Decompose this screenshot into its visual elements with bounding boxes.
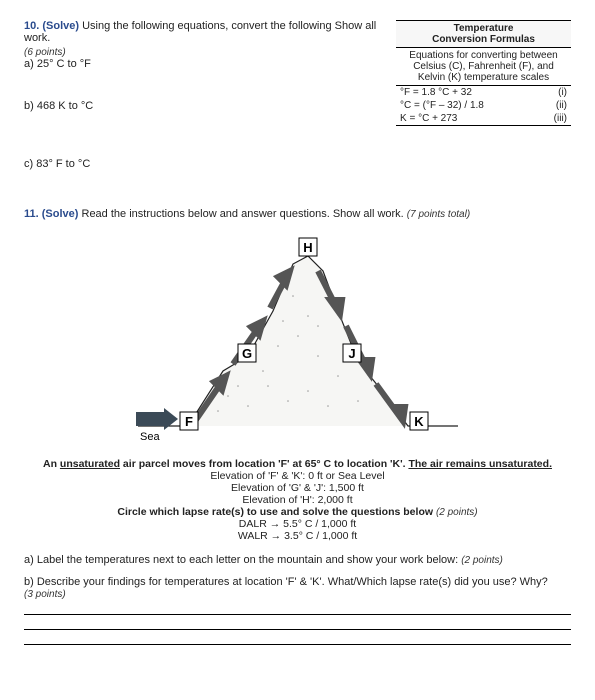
q10-points: (6 points) (24, 47, 66, 58)
q11-a: a) Label the temperatures next to each l… (24, 554, 571, 566)
formula-title: Temperature Conversion Formulas (396, 20, 571, 48)
q11-verb: (Solve) (42, 208, 79, 220)
formula-row: K = °C + 273 (iii) (396, 112, 571, 126)
formula-row: °F = 1.8 °C + 32 (i) (396, 86, 571, 99)
q11-a-pts: (2 points) (461, 555, 503, 566)
q11-points: (7 points total) (407, 209, 470, 220)
q11-b-text: b) Describe your findings for temperatur… (24, 576, 548, 588)
q11-a-text: a) Label the temperatures next to each l… (24, 554, 458, 566)
dalr: DALR → 5.5° C / 1,000 ft (239, 518, 356, 530)
formula-num: (ii) (556, 100, 567, 111)
q11: 11. (Solve) Read the instructions below … (24, 208, 571, 645)
formula-box: Temperature Conversion Formulas Equation… (396, 20, 571, 126)
answer-line (24, 617, 571, 630)
q11-b-pts: (3 points) (24, 589, 66, 600)
formula-subtitle: Equations for converting between Celsius… (396, 48, 571, 86)
q10-number: 10. (24, 20, 39, 32)
caption-u2: The air remains unsaturated. (408, 458, 552, 470)
q11-caption: An unsaturated air parcel moves from loc… (24, 458, 571, 542)
formula-title-line2: Conversion Formulas (432, 34, 535, 45)
caption-main: An unsaturated air parcel moves from loc… (43, 458, 552, 470)
q11-heading: 11. (Solve) Read the instructions below … (24, 208, 571, 220)
formula-num: (iii) (554, 113, 567, 124)
q11-b: b) Describe your findings for temperatur… (24, 576, 571, 600)
elev-h: Elevation of 'H': 2,000 ft (242, 494, 352, 506)
walr: WALR → 3.5° C / 1,000 ft (238, 530, 357, 542)
answer-line (24, 632, 571, 645)
answer-line (24, 602, 571, 615)
sea-label: Sea (140, 431, 160, 443)
mountain-path (138, 256, 458, 426)
caption-pre: An (43, 458, 60, 470)
circle-pts: (2 points) (436, 507, 478, 518)
formula-title-line1: Temperature (454, 23, 514, 34)
formula-eq: °C = (°F – 32) / 1.8 (400, 100, 484, 111)
caption-u1: unsaturated (60, 458, 120, 470)
label-G: G (241, 346, 251, 361)
q10-c: c) 83° F to °C (24, 158, 571, 170)
formula-eq: °F = 1.8 °C + 32 (400, 87, 472, 98)
caption-mid1: air parcel moves from location 'F' at 65… (120, 458, 408, 470)
formula-row: °C = (°F – 32) / 1.8 (ii) (396, 99, 571, 112)
label-J: J (348, 346, 355, 361)
elev-fk: Elevation of 'F' & 'K': 0 ft or Sea Leve… (210, 470, 384, 482)
q11-number: 11. (24, 208, 39, 220)
q11-prompt: Read the instructions below and answer q… (82, 208, 404, 220)
label-H: H (303, 240, 312, 255)
elev-gj: Elevation of 'G' & 'J': 1,500 ft (231, 482, 364, 494)
formula-num: (i) (558, 87, 567, 98)
label-K: K (414, 414, 424, 429)
formula-eq: K = °C + 273 (400, 113, 457, 124)
q10-verb: (Solve) (42, 20, 79, 32)
label-F: F (185, 414, 193, 429)
circle-instr: Circle which lapse rate(s) to use and so… (117, 506, 433, 518)
mountain-diagram: Sea F G H J K (118, 226, 478, 456)
sea-arrow-icon (136, 408, 178, 430)
